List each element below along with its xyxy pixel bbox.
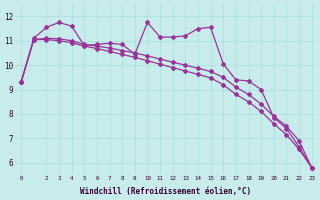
X-axis label: Windchill (Refroidissement éolien,°C): Windchill (Refroidissement éolien,°C): [80, 187, 251, 196]
